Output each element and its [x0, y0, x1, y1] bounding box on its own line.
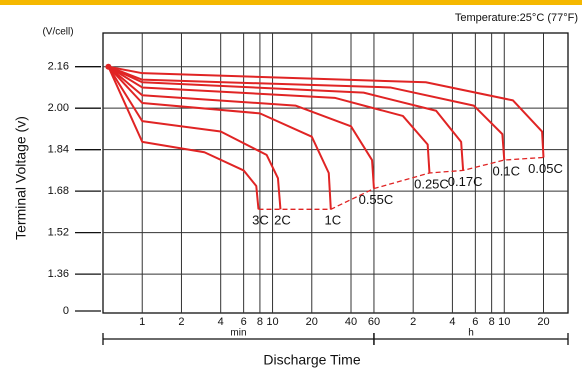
x-tick-label: 4 — [218, 316, 224, 328]
y-tick-label: 0 — [63, 305, 69, 317]
start-point — [105, 63, 112, 70]
curve-label: 0.1C — [493, 163, 520, 178]
curve-label: 0.25C — [414, 176, 449, 191]
y-axis-title: Terminal Voltage (v) — [13, 116, 29, 240]
curve-label: 0.17C — [448, 174, 483, 189]
x-unit-label: min — [230, 328, 246, 339]
x-tick-label: 8 — [257, 316, 263, 328]
curve-label: 0.05C — [528, 161, 563, 176]
x-tick-label: 20 — [537, 316, 549, 328]
plot-frame — [102, 32, 569, 314]
curve-label: 2C — [274, 213, 291, 228]
x-tick-label: 40 — [345, 316, 357, 328]
y-tick-label: 1.68 — [48, 185, 69, 197]
x-tick-label: 2 — [410, 316, 416, 328]
curve-label: 3C — [252, 213, 269, 228]
x-axis-title: Discharge Time — [263, 352, 360, 368]
y-tick-label: 1.84 — [48, 144, 69, 156]
discharge-curve — [107, 66, 282, 210]
y-tick-label: 1.36 — [48, 268, 69, 280]
chart-title: Temperature:25°C (77°F) — [455, 12, 578, 24]
curve-label: 0.55C — [359, 192, 394, 207]
x-tick-label: 1 — [139, 316, 145, 328]
x-tick-label: 10 — [498, 316, 510, 328]
discharge-curve — [107, 66, 332, 210]
x-tick-label: 2 — [178, 316, 184, 328]
x-tick-label: 8 — [489, 316, 495, 328]
y-tick-label: 2.00 — [48, 102, 69, 114]
y-unit: (V/cell) — [42, 27, 73, 38]
discharge-curve — [108, 65, 545, 158]
x-tick-label: 6 — [472, 316, 478, 328]
x-tick-label: 4 — [449, 316, 455, 328]
discharge-curve — [107, 65, 431, 174]
y-tick-label: 1.52 — [48, 227, 69, 239]
x-tick-label: 20 — [306, 316, 318, 328]
x-unit-label: h — [468, 328, 474, 339]
discharge-curve — [108, 65, 506, 161]
x-tick-label: 60 — [368, 316, 380, 328]
top-bar — [0, 0, 582, 5]
x-tick-label: 10 — [266, 316, 278, 328]
curve-label: 1C — [325, 213, 342, 228]
discharge-curve — [107, 66, 260, 210]
discharge-curve — [107, 65, 375, 189]
discharge-curve — [107, 65, 465, 171]
x-tick-label: 6 — [241, 316, 247, 328]
y-tick-label: 2.16 — [48, 61, 69, 73]
